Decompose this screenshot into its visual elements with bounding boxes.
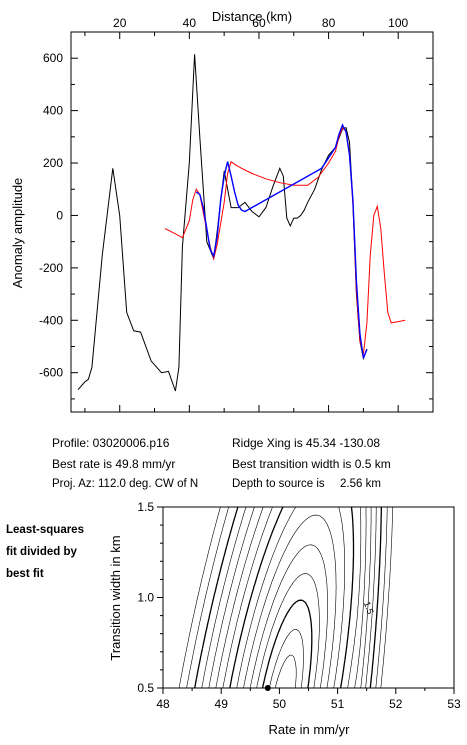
contour-y-tick-label: 1.0 bbox=[137, 591, 154, 605]
profile-x-axis-ticks: 20 40 60 80 100 bbox=[84, 16, 434, 412]
contour-y-axis-title: Transition width in km bbox=[108, 535, 123, 660]
projection-azimuth-text: Proj. Az: 112.0 deg. CW of N bbox=[52, 478, 199, 490]
best-transition-width-text: Best transition width is 0.5 km bbox=[232, 457, 391, 471]
contour-line bbox=[186, 506, 388, 689]
contour-line bbox=[178, 506, 393, 689]
contour-line bbox=[261, 599, 313, 689]
contour-x-tick-label: 50 bbox=[273, 697, 287, 711]
profile-y-axis-title: Anomaly amplitude bbox=[10, 178, 25, 289]
model-anomaly-line bbox=[164, 126, 406, 355]
contour-chart: 48 49 50 51 52 53 0.5 1.0 1.5 1.5 Rate in mm/yr… bbox=[108, 500, 461, 737]
contour-x-tick-label: 53 bbox=[447, 697, 461, 711]
profile-name-text: Profile: 03020006.p16 bbox=[52, 436, 170, 450]
contour-line bbox=[194, 506, 382, 689]
contour-level-label: 1.5 bbox=[362, 600, 376, 615]
profile-x-tick-label: 100 bbox=[388, 16, 408, 30]
contour-lines-group bbox=[178, 506, 393, 689]
side-caption-line-1: Least-squares bbox=[6, 524, 84, 536]
contour-x-tick-label: 48 bbox=[156, 697, 170, 711]
contour-line bbox=[249, 544, 328, 689]
contour-line bbox=[274, 654, 297, 689]
contour-line bbox=[243, 514, 337, 689]
contour-line bbox=[236, 506, 345, 689]
side-caption-line-2: fit divided by bbox=[6, 546, 77, 558]
profile-y-axis-ticks: -600 -400 -200 0 200 400 600 bbox=[39, 31, 433, 400]
profile-y-tick-label: 400 bbox=[43, 104, 63, 118]
profile-x-tick-label: 40 bbox=[183, 16, 197, 30]
profile-x-axis-title: Distance (km) bbox=[212, 9, 292, 24]
contour-y-axis-ticks: 0.5 1.0 1.5 bbox=[137, 500, 163, 695]
contour-x-axis-title: Rate in mm/yr bbox=[269, 722, 351, 737]
profile-chart-frame bbox=[70, 31, 434, 413]
profile-x-tick-label: 60 bbox=[252, 16, 266, 30]
profile-y-tick-label: -400 bbox=[39, 313, 63, 327]
contour-chart-frame bbox=[162, 506, 455, 689]
profile-y-tick-label: -200 bbox=[39, 261, 63, 275]
contour-y-tick-label: 0.5 bbox=[137, 681, 154, 695]
contour-y-tick-label: 1.5 bbox=[137, 500, 154, 514]
contour-x-tick-label: 52 bbox=[389, 697, 403, 711]
profile-x-tick-label: 20 bbox=[113, 16, 127, 30]
observed-anomaly-line bbox=[77, 54, 368, 392]
contour-line bbox=[222, 506, 362, 689]
best-fit-point bbox=[264, 685, 271, 691]
contour-line bbox=[208, 506, 372, 689]
contour-line bbox=[215, 506, 367, 689]
contour-line bbox=[201, 506, 377, 689]
contour-x-tick-label: 49 bbox=[215, 697, 229, 711]
side-caption-line-3: best fit bbox=[6, 568, 44, 580]
depth-to-source-label: Depth to source is bbox=[232, 478, 325, 490]
profile-y-tick-label: 0 bbox=[56, 208, 63, 222]
best-rate-text: Best rate is 49.8 mm/yr bbox=[52, 457, 176, 471]
profile-y-tick-label: 600 bbox=[43, 51, 63, 65]
profile-y-tick-label: -600 bbox=[39, 366, 63, 380]
profile-y-tick-label: 200 bbox=[43, 156, 63, 170]
contour-line bbox=[256, 573, 320, 689]
contour-x-axis-ticks: 48 49 50 51 52 53 bbox=[156, 688, 461, 711]
profile-series-group bbox=[77, 54, 406, 392]
ridge-crossing-text: Ridge Xing is 45.34 -130.08 bbox=[232, 436, 381, 450]
profile-x-tick-label: 80 bbox=[322, 16, 336, 30]
contour-x-tick-label: 51 bbox=[331, 697, 345, 711]
fitted-segment-line bbox=[195, 123, 368, 359]
contour-line bbox=[229, 506, 355, 689]
depth-to-source-value: 2.56 km bbox=[340, 478, 381, 490]
profile-chart: 20 40 60 80 100 -600 -400 -200 0 200 400 600 Dista… bbox=[10, 9, 434, 413]
